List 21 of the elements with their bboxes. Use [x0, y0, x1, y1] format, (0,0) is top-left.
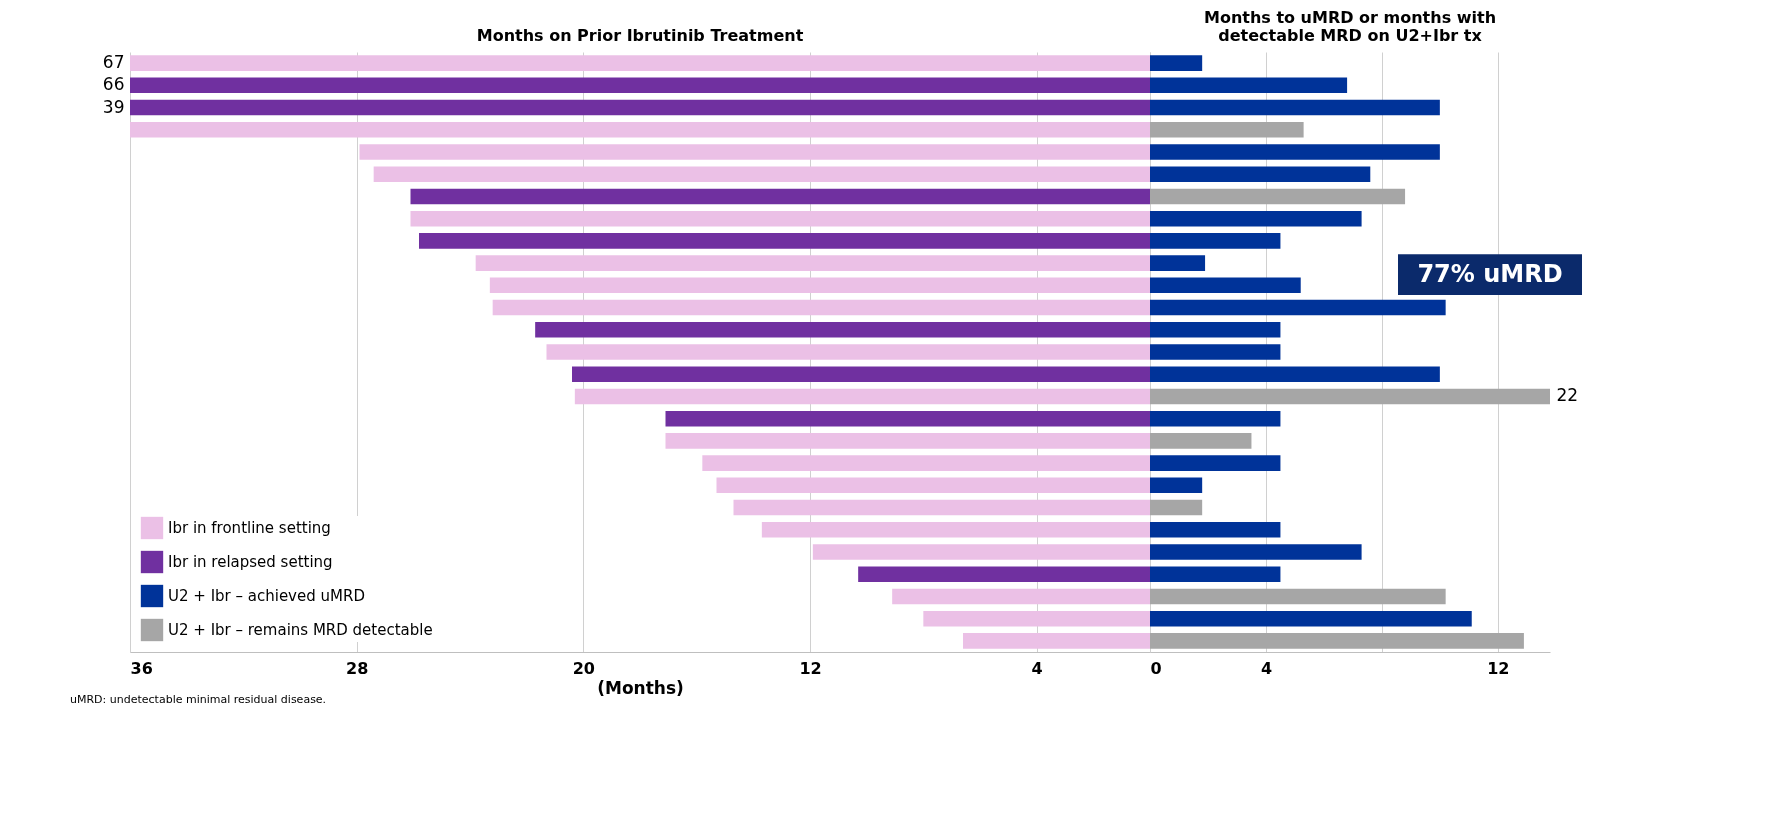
chart-title: Months to uMRD or months with detectable MRD on U2+Ibr tx	[1203, 8, 1497, 45]
annotation: 77% uMRD	[1417, 259, 1563, 288]
y-tick-label: 39	[102, 96, 125, 117]
legend-label: Ibr in frontline setting	[168, 519, 331, 537]
x-tick-label: 28	[346, 658, 369, 678]
y-tick-label: 66	[102, 74, 125, 95]
legend-label: U2 + Ibr – remains MRD detectable	[168, 621, 433, 639]
x-tick-label: 0	[1150, 658, 1162, 678]
legend-label: Ibr in relapsed setting	[168, 553, 333, 571]
x-axis-title: (Months)	[597, 677, 684, 698]
x-tick-label: 12	[1487, 658, 1510, 678]
x-tick-label: 20	[572, 658, 595, 678]
x-tick-label: 4	[1031, 658, 1043, 678]
y-tick-label: 67	[102, 52, 125, 73]
x-tick-label: 12	[799, 658, 822, 678]
y-tick-label: 22	[1556, 385, 1579, 406]
chart-title: Months on Prior Ibrutinib Treatment	[476, 26, 804, 45]
x-tick-label: 4	[1260, 658, 1273, 678]
legend-label: U2 + Ibr – achieved uMRD	[168, 587, 365, 605]
x-tick-label: 36	[130, 658, 153, 678]
text: uMRD: undetectable minimal residual disease.	[70, 693, 327, 706]
